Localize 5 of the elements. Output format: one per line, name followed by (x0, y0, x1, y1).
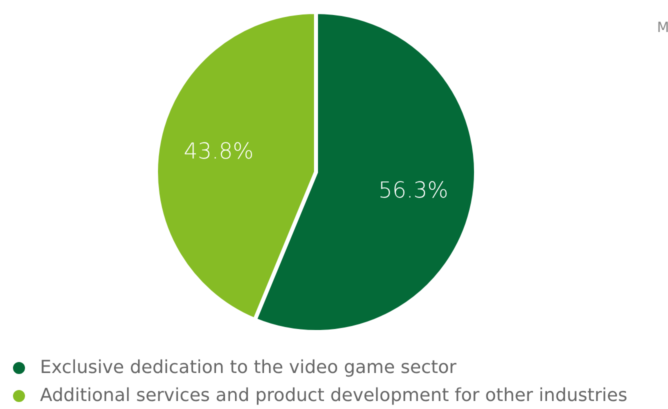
data-label: 43.8% (184, 140, 254, 165)
legend-label: Exclusive dedication to the video game sector (40, 356, 458, 378)
text: M (657, 20, 668, 36)
data-label: 56.3% (378, 178, 448, 204)
legend-label: Additional services and product development for other industries (40, 384, 628, 406)
